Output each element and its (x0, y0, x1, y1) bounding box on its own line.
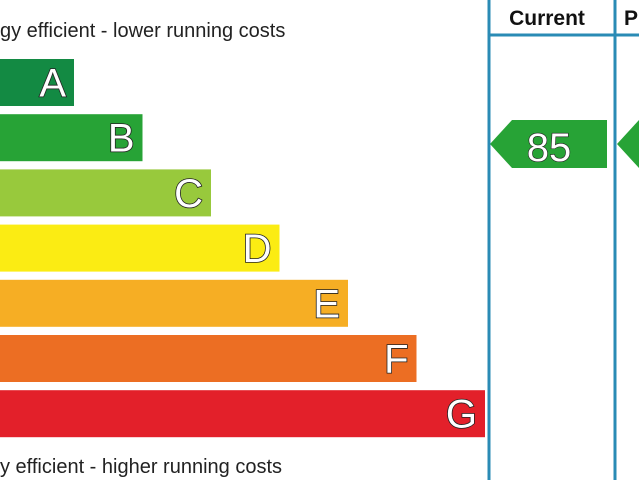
band-g-bar (0, 390, 485, 438)
band-b-label: B (108, 117, 135, 161)
band-f-bar (0, 335, 417, 382)
top-caption: gy efficient - lower running costs (0, 20, 285, 42)
current-rating-value: 85 (527, 126, 572, 170)
band-b-bar (0, 114, 143, 162)
band-c-label: C (174, 172, 203, 216)
band-c-bar (0, 169, 211, 217)
band-d-label: D (243, 227, 272, 271)
band-d-bar (0, 224, 280, 272)
band-g-label: G (446, 393, 477, 437)
current-rating-arrow (490, 120, 607, 168)
band-e-label: E (313, 282, 340, 326)
bottom-caption: y efficient - higher running costs (0, 456, 282, 478)
band-a-label: A (39, 62, 66, 106)
band-a-bar (0, 59, 74, 106)
band-f-label: F (384, 338, 408, 382)
potential-rating-arrow (617, 120, 639, 168)
potential-column-header: P (624, 7, 638, 30)
band-e-bar (0, 279, 348, 327)
current-column-header: Current (509, 7, 585, 30)
